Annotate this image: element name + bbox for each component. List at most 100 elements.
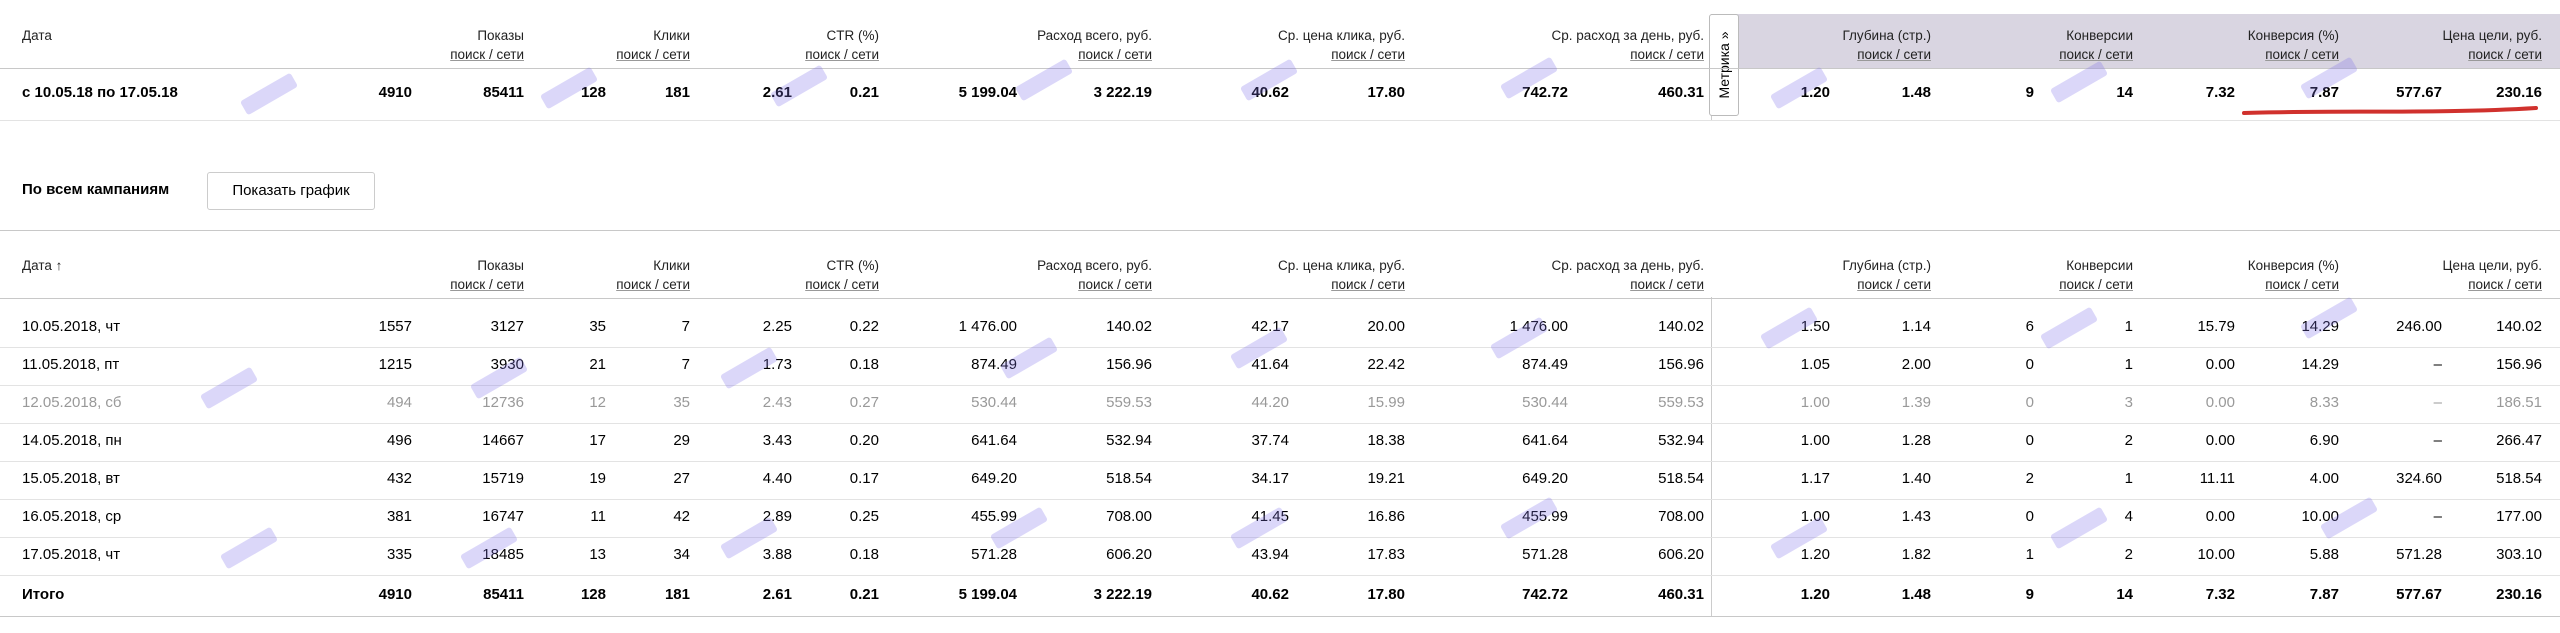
cell-ctr-network: 0.20 — [849, 432, 879, 449]
cell-shows-search: 432 — [386, 470, 412, 487]
summary-period: с 10.05.18 по 17.05.18 — [22, 84, 178, 101]
column-header-shows[interactable]: Показы — [477, 258, 524, 273]
column-header-ctr[interactable]: CTR (%) — [826, 28, 880, 43]
cell-ctr-network: 0.18 — [849, 356, 879, 373]
column-header-convrate[interactable]: Конверсия (%) — [2247, 258, 2339, 273]
summary-depth-network: 1.48 — [1901, 84, 1931, 101]
column-subheader-cpc[interactable]: поиск / сети — [1331, 277, 1405, 292]
column-subheader-ctr[interactable]: поиск / сети — [805, 277, 879, 292]
date-column-header[interactable]: Дата — [22, 28, 52, 43]
column-subheader-cpc[interactable]: поиск / сети — [1331, 47, 1405, 62]
cell-ctr-network: 0.17 — [849, 470, 879, 487]
table-row[interactable]: 15.05.2018, вт 432 15719 19 27 4.40 0.17 649.20… — [0, 470, 2560, 490]
summary-clicks-network: 181 — [664, 84, 690, 101]
cell-ctr-search: 2.89 — [762, 508, 792, 525]
cell-daily-search: 641.64 — [1522, 432, 1568, 449]
cell-shows-network: 12736 — [482, 394, 524, 411]
column-subheader-daily[interactable]: поиск / сети — [1630, 47, 1704, 62]
column-subheader-shows[interactable]: поиск / сети — [450, 47, 524, 62]
row-date: 15.05.2018, вт — [22, 470, 120, 487]
summary-daily-search: 742.72 — [1522, 84, 1568, 101]
cell-convrate-search: 0.00 — [2205, 356, 2235, 373]
column-header-cpc[interactable]: Ср. цена клика, руб. — [1278, 258, 1405, 273]
total-depth-search: 1.20 — [1800, 586, 1830, 603]
column-subheader-spend[interactable]: поиск / сети — [1078, 47, 1152, 62]
column-header-convrate[interactable]: Конверсия (%) — [2247, 28, 2339, 43]
summary-bottom-divider — [0, 120, 2560, 121]
date-column-header[interactable]: Дата ↑ — [22, 258, 63, 273]
column-header-daily[interactable]: Ср. расход за день, руб. — [1551, 258, 1704, 273]
total-daily-search: 742.72 — [1522, 586, 1568, 603]
column-subheader-ctr[interactable]: поиск / сети — [805, 47, 879, 62]
cell-daily-search: 649.20 — [1522, 470, 1568, 487]
table-row[interactable]: 16.05.2018, ср 381 16747 11 42 2.89 0.25 455.99… — [0, 508, 2560, 528]
cell-ctr-search: 3.88 — [762, 546, 792, 563]
cell-daily-search: 1 476.00 — [1509, 318, 1568, 335]
column-header-ctr[interactable]: CTR (%) — [826, 258, 880, 273]
cell-depth-search: 1.00 — [1800, 394, 1830, 411]
total-depth-network: 1.48 — [1901, 586, 1931, 603]
summary-daily-network: 460.31 — [1658, 84, 1704, 101]
column-subheader-depth[interactable]: поиск / сети — [1857, 277, 1931, 292]
cell-conv-search: 0 — [2025, 394, 2034, 411]
column-header-daily[interactable]: Ср. расход за день, руб. — [1551, 28, 1704, 43]
metrika-toggle-tab[interactable]: Метрика » — [1709, 14, 1739, 116]
cell-conv-search: 6 — [2025, 318, 2034, 335]
summary-depth-search: 1.20 — [1800, 84, 1830, 101]
table-header-row[interactable]: Дата ↑ Показы поиск / сети Клики поиск / сет… — [0, 256, 2560, 296]
cell-daily-network: 532.94 — [1658, 432, 1704, 449]
highlight-underline — [2242, 106, 2538, 115]
column-subheader-shows[interactable]: поиск / сети — [450, 277, 524, 292]
column-subheader-goalprice[interactable]: поиск / сети — [2468, 277, 2542, 292]
cell-convrate-network: 5.88 — [2309, 546, 2339, 563]
column-header-spend[interactable]: Расход всего, руб. — [1037, 28, 1152, 43]
column-subheader-spend[interactable]: поиск / сети — [1078, 277, 1152, 292]
column-header-shows[interactable]: Показы — [477, 28, 524, 43]
column-header-clicks[interactable]: Клики — [653, 258, 690, 273]
column-header-goalprice[interactable]: Цена цели, руб. — [2442, 28, 2542, 43]
column-subheader-clicks[interactable]: поиск / сети — [616, 277, 690, 292]
column-header-cpc[interactable]: Ср. цена клика, руб. — [1278, 28, 1405, 43]
show-chart-button[interactable]: Показать график — [207, 172, 375, 210]
column-subheader-goalprice[interactable]: поиск / сети — [2468, 47, 2542, 62]
column-subheader-convrate[interactable]: поиск / сети — [2265, 47, 2339, 62]
total-shows-search: 4910 — [378, 586, 412, 603]
cell-clicks-network: 42 — [673, 508, 690, 525]
column-subheader-convrate[interactable]: поиск / сети — [2265, 277, 2339, 292]
cell-spend-search: 530.44 — [971, 394, 1017, 411]
total-ctr-network: 0.21 — [849, 586, 879, 603]
cell-cpc-search: 37.74 — [1251, 432, 1289, 449]
cell-spend-network: 559.53 — [1106, 394, 1152, 411]
cell-goal-search: – — [2433, 394, 2442, 411]
column-header-goalprice[interactable]: Цена цели, руб. — [2442, 258, 2542, 273]
column-header-conv[interactable]: Конверсии — [2066, 28, 2133, 43]
cell-clicks-network: 35 — [673, 394, 690, 411]
cell-daily-search: 571.28 — [1522, 546, 1568, 563]
column-subheader-conv[interactable]: поиск / сети — [2059, 47, 2133, 62]
row-divider — [0, 461, 2560, 462]
column-subheader-depth[interactable]: поиск / сети — [1857, 47, 1931, 62]
table-row[interactable]: 11.05.2018, пт 1215 3930 21 7 1.73 0.18 874.49 1… — [0, 356, 2560, 376]
column-header-clicks[interactable]: Клики — [653, 28, 690, 43]
column-header-spend[interactable]: Расход всего, руб. — [1037, 258, 1152, 273]
column-header-conv[interactable]: Конверсии — [2066, 258, 2133, 273]
column-subheader-clicks[interactable]: поиск / сети — [616, 47, 690, 62]
column-subheader-conv[interactable]: поиск / сети — [2059, 277, 2133, 292]
summary-clicks-search: 128 — [580, 84, 606, 101]
total-spend-search: 5 199.04 — [958, 586, 1017, 603]
summary-convrate-search: 7.32 — [2205, 84, 2235, 101]
column-header-depth[interactable]: Глубина (стр.) — [1842, 258, 1931, 273]
column-subheader-daily[interactable]: поиск / сети — [1630, 277, 1704, 292]
summary-shows-search: 4910 — [378, 84, 412, 101]
cell-shows-search: 335 — [386, 546, 412, 563]
column-header-depth[interactable]: Глубина (стр.) — [1842, 28, 1931, 43]
cell-spend-network: 156.96 — [1106, 356, 1152, 373]
cell-clicks-search: 11 — [590, 508, 606, 525]
table-row[interactable]: 17.05.2018, чт 335 18485 13 34 3.88 0.18 571.28… — [0, 546, 2560, 566]
table-row[interactable]: 12.05.2018, сб 494 12736 12 35 2.43 0.27 530.44… — [0, 394, 2560, 414]
cell-goal-network: 156.96 — [2496, 356, 2542, 373]
table-row[interactable]: 14.05.2018, пн 496 14667 17 29 3.43 0.20 641.64… — [0, 432, 2560, 452]
cell-convrate-network: 10.00 — [2301, 508, 2339, 525]
row-divider — [0, 385, 2560, 386]
table-row[interactable]: 10.05.2018, чт 1557 3127 35 7 2.25 0.22 1 476.0… — [0, 318, 2560, 338]
